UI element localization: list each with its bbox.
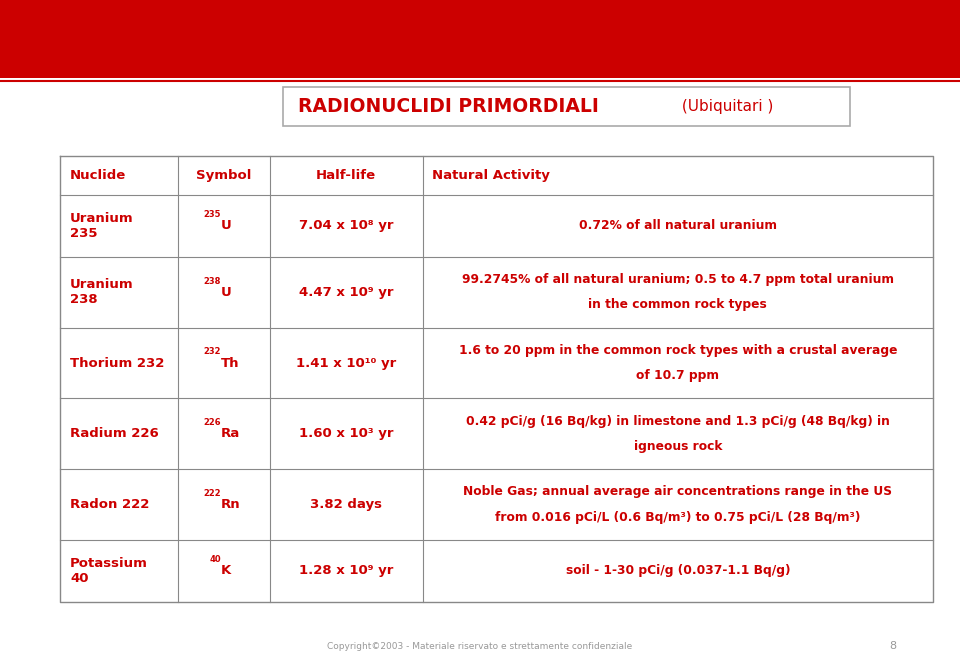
Text: Copyright©2003 - Materiale riservato e strettamente confidenziale: Copyright©2003 - Materiale riservato e s… (327, 642, 633, 651)
Text: Natural Activity: Natural Activity (432, 169, 550, 182)
Text: soil - 1-30 pCi/g (0.037-1.1 Bq/g): soil - 1-30 pCi/g (0.037-1.1 Bq/g) (565, 565, 790, 577)
Text: (Ubiquitari ): (Ubiquitari ) (677, 99, 773, 114)
Text: Nuclide: Nuclide (70, 169, 127, 182)
Text: 40: 40 (209, 555, 221, 565)
Text: Half-life: Half-life (316, 169, 376, 182)
Text: 0.72% of all natural uranium: 0.72% of all natural uranium (579, 219, 777, 233)
Text: U: U (221, 286, 232, 299)
Text: Uranium
238: Uranium 238 (70, 278, 133, 307)
Text: Th: Th (221, 356, 240, 370)
Text: 232: 232 (204, 347, 221, 356)
Text: K: K (221, 565, 231, 577)
Text: 1.41 x 10¹⁰ yr: 1.41 x 10¹⁰ yr (296, 356, 396, 370)
Bar (283, 87, 850, 126)
Text: of 10.7 ppm: of 10.7 ppm (636, 369, 719, 382)
Text: Radon 222: Radon 222 (70, 498, 150, 511)
Text: 222: 222 (204, 489, 221, 498)
Text: 99.2745% of all natural uranium; 0.5 to 4.7 ppm total uranium: 99.2745% of all natural uranium; 0.5 to … (462, 273, 894, 286)
Bar (0, 0, 960, 78)
Text: 235: 235 (204, 210, 221, 219)
Text: 4.47 x 10⁹ yr: 4.47 x 10⁹ yr (299, 286, 394, 299)
Text: 0.42 pCi/g (16 Bq/kg) in limestone and 1.3 pCi/g (48 Bq/kg) in: 0.42 pCi/g (16 Bq/kg) in limestone and 1… (466, 415, 890, 428)
Text: 3.82 days: 3.82 days (310, 498, 382, 511)
Text: from 0.016 pCi/L (0.6 Bq/m³) to 0.75 pCi/L (28 Bq/m³): from 0.016 pCi/L (0.6 Bq/m³) to 0.75 pCi… (495, 511, 860, 524)
Text: Rn: Rn (221, 498, 241, 511)
Text: in the common rock types: in the common rock types (588, 299, 767, 311)
Text: 226: 226 (204, 418, 221, 427)
Text: Noble Gas; annual average air concentrations range in the US: Noble Gas; annual average air concentrat… (464, 485, 893, 499)
Text: 1.6 to 20 ppm in the common rock types with a crustal average: 1.6 to 20 ppm in the common rock types w… (459, 344, 898, 357)
Text: Thorium 232: Thorium 232 (70, 356, 164, 370)
Text: 8: 8 (889, 641, 897, 652)
Text: 7.04 x 10⁸ yr: 7.04 x 10⁸ yr (299, 219, 394, 233)
Text: Symbol: Symbol (197, 169, 252, 182)
Text: 1.60 x 10³ yr: 1.60 x 10³ yr (299, 428, 394, 440)
Text: 1.28 x 10⁹ yr: 1.28 x 10⁹ yr (300, 565, 394, 577)
Text: igneous rock: igneous rock (634, 440, 722, 453)
Text: Potassium
40: Potassium 40 (70, 557, 148, 585)
Text: Ra: Ra (221, 428, 240, 440)
Text: Radium 226: Radium 226 (70, 428, 158, 440)
Text: RADIONUCLIDI PRIMORDIALI: RADIONUCLIDI PRIMORDIALI (298, 97, 598, 116)
Text: 238: 238 (204, 277, 221, 285)
Text: Uranium
235: Uranium 235 (70, 211, 133, 240)
Text: U: U (221, 219, 232, 233)
